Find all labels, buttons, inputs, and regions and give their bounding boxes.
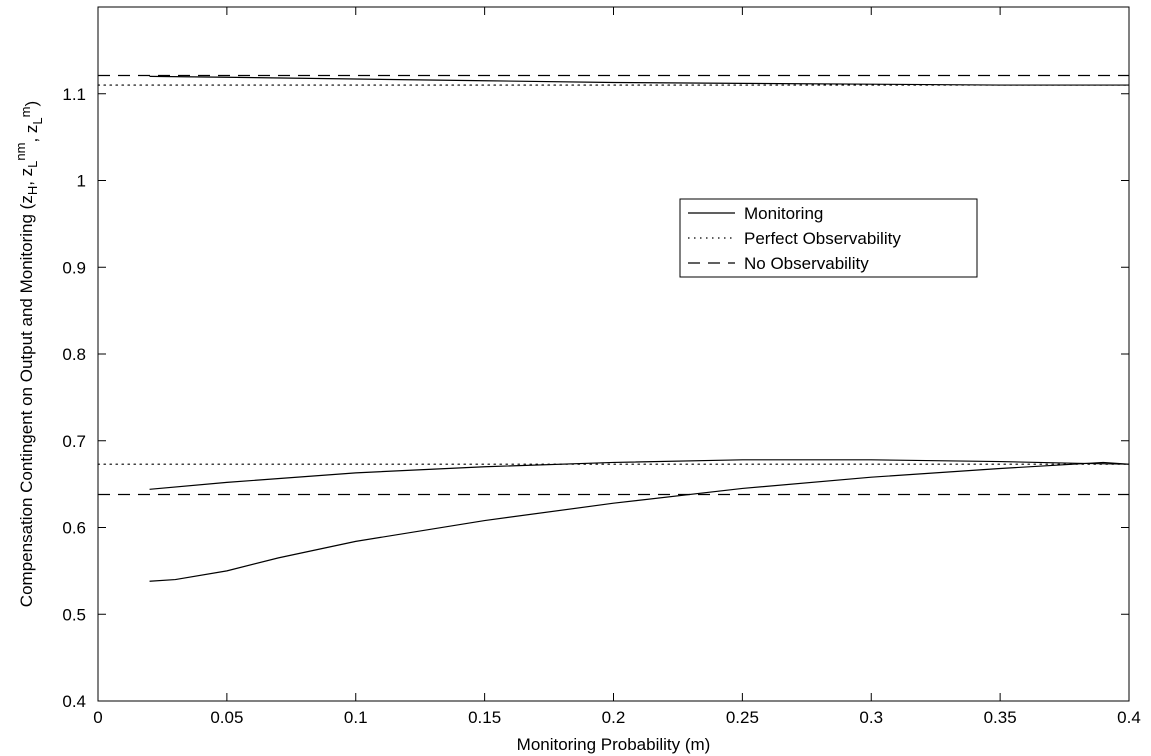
y-axis-label-part: nm <box>13 143 28 161</box>
y-axis-label-part: H <box>25 186 40 195</box>
y-axis-label-part: m <box>18 106 33 117</box>
y-axis-label-part: L <box>30 117 45 124</box>
y-axis-label-part: , z <box>22 125 41 143</box>
y-tick-label: 0.5 <box>62 605 86 624</box>
y-tick-label: 0.9 <box>62 258 86 277</box>
legend-label: Monitoring <box>744 204 823 223</box>
y-tick-label: 0.6 <box>62 519 86 538</box>
series-line-2 <box>149 459 1130 490</box>
x-axis-label: Monitoring Probability (m) <box>517 735 711 754</box>
y-tick-label: 1.1 <box>62 85 86 104</box>
y-tick-label: 1 <box>77 172 86 191</box>
y-tick-label: 0.4 <box>62 692 86 711</box>
axis-ticks: 0 0.05 0.1 0.15 0.2 0.25 0.3 0.35 0.4 0.4 0.5 0.6 0.… <box>62 7 1141 727</box>
x-tick-label: 0.05 <box>210 708 243 727</box>
legend: Monitoring Perfect Observability No Observ… <box>679 198 978 278</box>
x-tick-label: 0.4 <box>1117 708 1141 727</box>
y-axis-label-part: L <box>25 161 40 168</box>
x-tick-label: 0.25 <box>726 708 759 727</box>
x-tick-label: 0.2 <box>602 708 626 727</box>
legend-label: No Observability <box>744 254 869 273</box>
y-axis-label: Compensation Contingent on Output and Mo… <box>13 101 45 607</box>
plot-frame <box>97 6 1130 702</box>
x-tick-label: 0.15 <box>468 708 501 727</box>
y-axis-label-part: Compensation Contingent on Output and Mo… <box>17 195 36 607</box>
x-tick-label: 0.3 <box>859 708 883 727</box>
y-tick-label: 0.7 <box>62 432 86 451</box>
legend-label: Perfect Observability <box>744 229 901 248</box>
series-layer <box>97 74 1130 582</box>
x-tick-label: 0 <box>93 708 102 727</box>
y-axis-label-part: , z <box>17 168 36 186</box>
legend-box <box>679 198 978 278</box>
y-axis-label-part: ) <box>22 101 41 107</box>
series-line-1 <box>149 75 1129 86</box>
y-tick-label: 0.8 <box>62 345 86 364</box>
x-tick-label: 0.35 <box>984 708 1017 727</box>
series-line-3 <box>149 461 1130 582</box>
x-tick-label: 0.1 <box>344 708 368 727</box>
